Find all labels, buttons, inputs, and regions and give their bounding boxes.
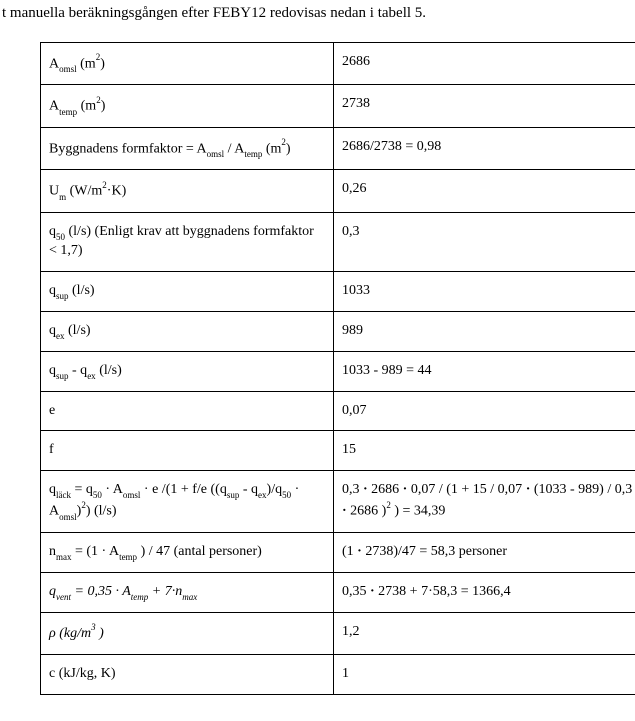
table-row: Atemp (m2)2738 [41,85,635,128]
table-row: qläck = q50 · Aomsl · e /(1 + f/e ((qsup… [41,471,635,533]
table-row: nmax = (1 · Atemp ) / 47 (antal personer… [41,532,635,572]
row-value: 15 [334,431,635,471]
row-label: qvent = 0,35 · Atemp + 7·nmax [41,572,334,612]
row-label: nmax = (1 · Atemp ) / 47 (antal personer… [41,532,334,572]
table-row: qvent = 0,35 · Atemp + 7·nmax0,35 · 2738… [41,572,635,612]
row-label: qsup (l/s) [41,271,334,311]
calculation-table: Aomsl (m2)2686Atemp (m2)2738Byggnadens f… [40,42,635,696]
row-value: 1,2 [334,612,635,655]
row-label: e [41,391,334,431]
row-value: 2686/2738 = 0,98 [334,127,635,170]
table-row: q50 (l/s) (Enligt krav att byggnadens fo… [41,212,635,271]
row-value: 989 [334,311,635,351]
table-row: Um (W/m2·K)0,26 [41,170,635,213]
table-row: e0,07 [41,391,635,431]
row-label: ρ (kg/m3 ) [41,612,334,655]
row-value: 1033 [334,271,635,311]
row-label: Aomsl (m2) [41,42,334,85]
row-value: 0,3 [334,212,635,271]
row-value: 2686 [334,42,635,85]
row-label: qex (l/s) [41,311,334,351]
row-value: 1033 - 989 = 44 [334,351,635,391]
table-row: Byggnadens formfaktor = Aomsl / Atemp (m… [41,127,635,170]
row-label: qläck = q50 · Aomsl · e /(1 + f/e ((qsup… [41,471,334,533]
row-label: Um (W/m2·K) [41,170,334,213]
table-row: qex (l/s)989 [41,311,635,351]
intro-text: t manuella beräkningsgången efter FEBY12… [0,4,635,24]
row-label: Atemp (m2) [41,85,334,128]
row-value: 0,07 [334,391,635,431]
row-value: 0,35 · 2738 + 7·58,3 = 1366,4 [334,572,635,612]
row-value: 2738 [334,85,635,128]
row-value: (1 · 2738)/47 = 58,3 personer [334,532,635,572]
table-row: Aomsl (m2)2686 [41,42,635,85]
row-value: 0,26 [334,170,635,213]
row-label: qsup - qex (l/s) [41,351,334,391]
row-label: c (kJ/kg, K) [41,655,334,695]
table-row: c (kJ/kg, K)1 [41,655,635,695]
table-row: ρ (kg/m3 )1,2 [41,612,635,655]
table-row: qsup - qex (l/s)1033 - 989 = 44 [41,351,635,391]
row-value: 1 [334,655,635,695]
row-label: Byggnadens formfaktor = Aomsl / Atemp (m… [41,127,334,170]
table-row: f15 [41,431,635,471]
table-row: qsup (l/s)1033 [41,271,635,311]
row-label: f [41,431,334,471]
row-label: q50 (l/s) (Enligt krav att byggnadens fo… [41,212,334,271]
row-value: 0,3 · 2686 · 0,07 / (1 + 15 / 0,07 · (10… [334,471,635,533]
